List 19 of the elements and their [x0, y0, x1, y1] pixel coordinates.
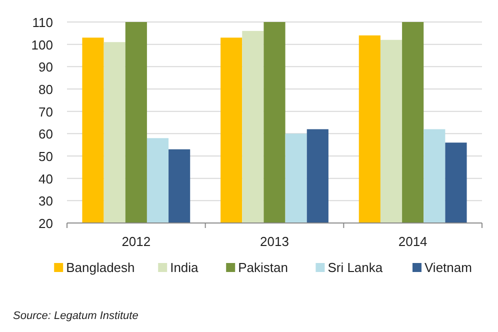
legend-label: Vietnam — [424, 260, 472, 275]
y-tick-label: 90 — [38, 60, 53, 75]
x-tick-label: 2013 — [260, 234, 289, 249]
legend-label: Bangladesh — [66, 260, 135, 275]
y-tick-label: 50 — [38, 149, 53, 164]
legend-label: Pakistan — [238, 260, 288, 275]
y-tick-label: 80 — [38, 82, 53, 97]
y-tick-label: 40 — [38, 171, 53, 186]
source-note: Source: Legatum Institute — [13, 310, 138, 322]
y-tick-label: 110 — [32, 15, 53, 30]
x-tick-label: 2012 — [122, 234, 151, 249]
y-tick-label: 70 — [38, 104, 53, 120]
y-tick-label: 20 — [38, 216, 53, 231]
legend-label: India — [170, 260, 200, 275]
y-tick-label: 30 — [38, 194, 53, 209]
x-tick-label: 2014 — [398, 234, 428, 249]
y-tick-label: 60 — [38, 126, 53, 142]
y-tick-label: 100 — [31, 37, 53, 52]
legend-label: Sri Lanka — [328, 260, 384, 275]
